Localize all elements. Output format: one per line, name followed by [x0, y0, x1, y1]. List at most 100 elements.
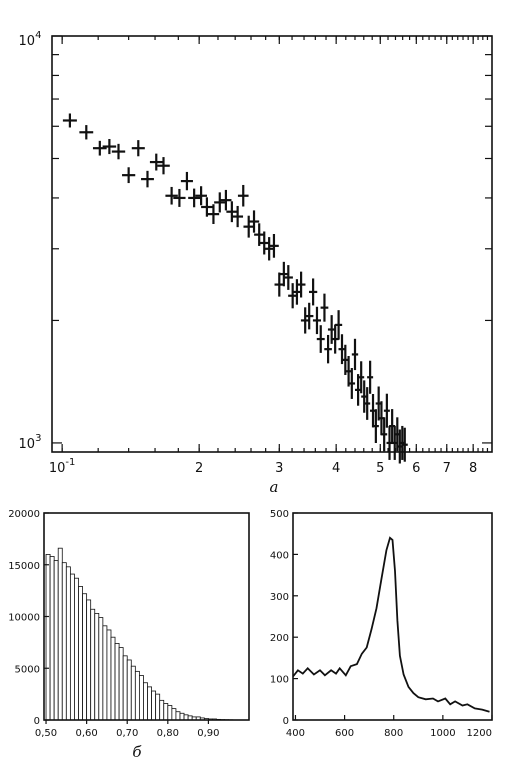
panel-b-label: б	[132, 743, 142, 761]
data-point	[312, 306, 322, 335]
histogram-bar	[134, 670, 140, 721]
y-tick-label: 0	[283, 716, 289, 727]
data-point	[214, 192, 226, 213]
data-point	[220, 189, 232, 211]
histogram-bar	[94, 612, 100, 721]
data-point	[358, 361, 365, 394]
histogram-bar	[57, 547, 63, 721]
data-point	[279, 261, 289, 287]
data-point	[348, 368, 356, 399]
histogram-bar	[110, 636, 116, 721]
histogram-bar	[61, 562, 67, 721]
panel-b-ticks	[44, 512, 210, 724]
data-point	[259, 231, 270, 255]
data-point	[165, 186, 178, 205]
data-point	[141, 170, 154, 188]
histogram-bar	[69, 573, 75, 721]
data-point	[102, 139, 117, 155]
histogram-bar	[130, 665, 136, 721]
panel-c-frame	[292, 512, 493, 721]
y-tick-label: 300	[270, 592, 289, 603]
data-point	[157, 157, 170, 175]
data-point	[283, 265, 293, 290]
histogram-bar	[155, 693, 161, 721]
y-tick-label: 103	[19, 433, 42, 452]
x-tick-label: 0,80	[157, 728, 179, 739]
histogram-bar	[147, 686, 152, 721]
panel-c-ticks	[293, 512, 493, 721]
x-tick-label: 2	[195, 461, 203, 476]
data-point	[180, 171, 193, 191]
data-point	[274, 272, 285, 297]
data-point	[324, 334, 332, 364]
data-point	[316, 325, 325, 353]
data-point	[308, 278, 318, 306]
data-point	[288, 283, 298, 309]
histogram-bar	[90, 608, 96, 721]
data-point	[243, 215, 254, 238]
y-tick-label: 500	[270, 509, 289, 520]
histogram-bar	[167, 705, 173, 721]
panel-c-tick-labels: 400 600 800 1000 1200 0 100 200 300 400 500	[270, 509, 492, 739]
data-point	[149, 153, 163, 171]
data-point	[232, 205, 244, 228]
x-tick-label: 8	[469, 461, 477, 476]
data-point	[226, 201, 238, 223]
data-point	[401, 427, 408, 462]
x-tick-label: 7	[443, 461, 451, 476]
data-point	[111, 143, 126, 160]
x-tick-label: 0,90	[197, 728, 219, 739]
data-point	[264, 237, 275, 261]
y-tick-label: 20000	[8, 509, 40, 520]
data-point	[320, 293, 329, 322]
x-tick-label: 5	[376, 461, 384, 476]
x-tick-label: 3	[275, 461, 283, 476]
data-point	[131, 140, 145, 157]
x-tick-label: 10-1	[49, 457, 76, 476]
panel-b-tick-labels: 0,50 0,60 0,70 0,80 0,90 0 5000 10000 15000 20000	[8, 509, 219, 739]
x-tick-label: 0,50	[35, 728, 57, 739]
histogram-bar	[143, 682, 148, 721]
x-tick-label: 400	[286, 728, 305, 739]
y-tick-label: 15000	[8, 561, 40, 572]
y-tick-label: 104	[19, 30, 42, 49]
data-point	[304, 302, 314, 330]
histogram-bar	[122, 655, 128, 721]
y-tick-label: 100	[270, 675, 289, 686]
data-point	[79, 125, 94, 140]
histogram-bar	[102, 625, 108, 721]
data-point	[248, 210, 260, 233]
data-point	[122, 167, 136, 184]
data-point	[381, 417, 388, 452]
histogram-bar	[114, 643, 120, 721]
histogram-bar	[179, 712, 185, 721]
data-point	[195, 186, 207, 206]
data-point	[296, 271, 306, 298]
x-tick-label: 0,70	[116, 728, 138, 739]
histogram-bar	[151, 690, 157, 721]
histogram-bar	[171, 708, 177, 721]
panel-a-tick-labels: 10-1 2 3 4 5 6 7 8 103 104	[19, 30, 478, 476]
histogram-bar	[45, 554, 51, 721]
data-point	[383, 393, 390, 428]
histogram-bar	[118, 647, 124, 721]
data-point	[254, 223, 265, 246]
histogram-bar	[65, 566, 71, 721]
panel-c-line-plot: 400 600 800 1000 1200 0 100 200 300 400 500	[270, 509, 493, 739]
data-point	[207, 204, 220, 224]
y-tick-label: 400	[270, 550, 289, 561]
data-point	[351, 338, 359, 371]
histogram-bar	[53, 560, 59, 721]
histogram-bar	[138, 675, 144, 721]
histogram-bar	[159, 699, 165, 721]
data-point	[300, 307, 310, 334]
data-point	[372, 409, 379, 443]
y-tick-label: 0	[34, 716, 40, 727]
x-tick-label: 6	[412, 461, 420, 476]
data-point	[173, 188, 186, 207]
panel-a-frame	[51, 35, 493, 453]
y-tick-label: 10000	[8, 613, 40, 624]
x-tick-label: 4	[332, 461, 340, 476]
data-point	[335, 310, 343, 340]
histogram-bar	[82, 593, 88, 721]
